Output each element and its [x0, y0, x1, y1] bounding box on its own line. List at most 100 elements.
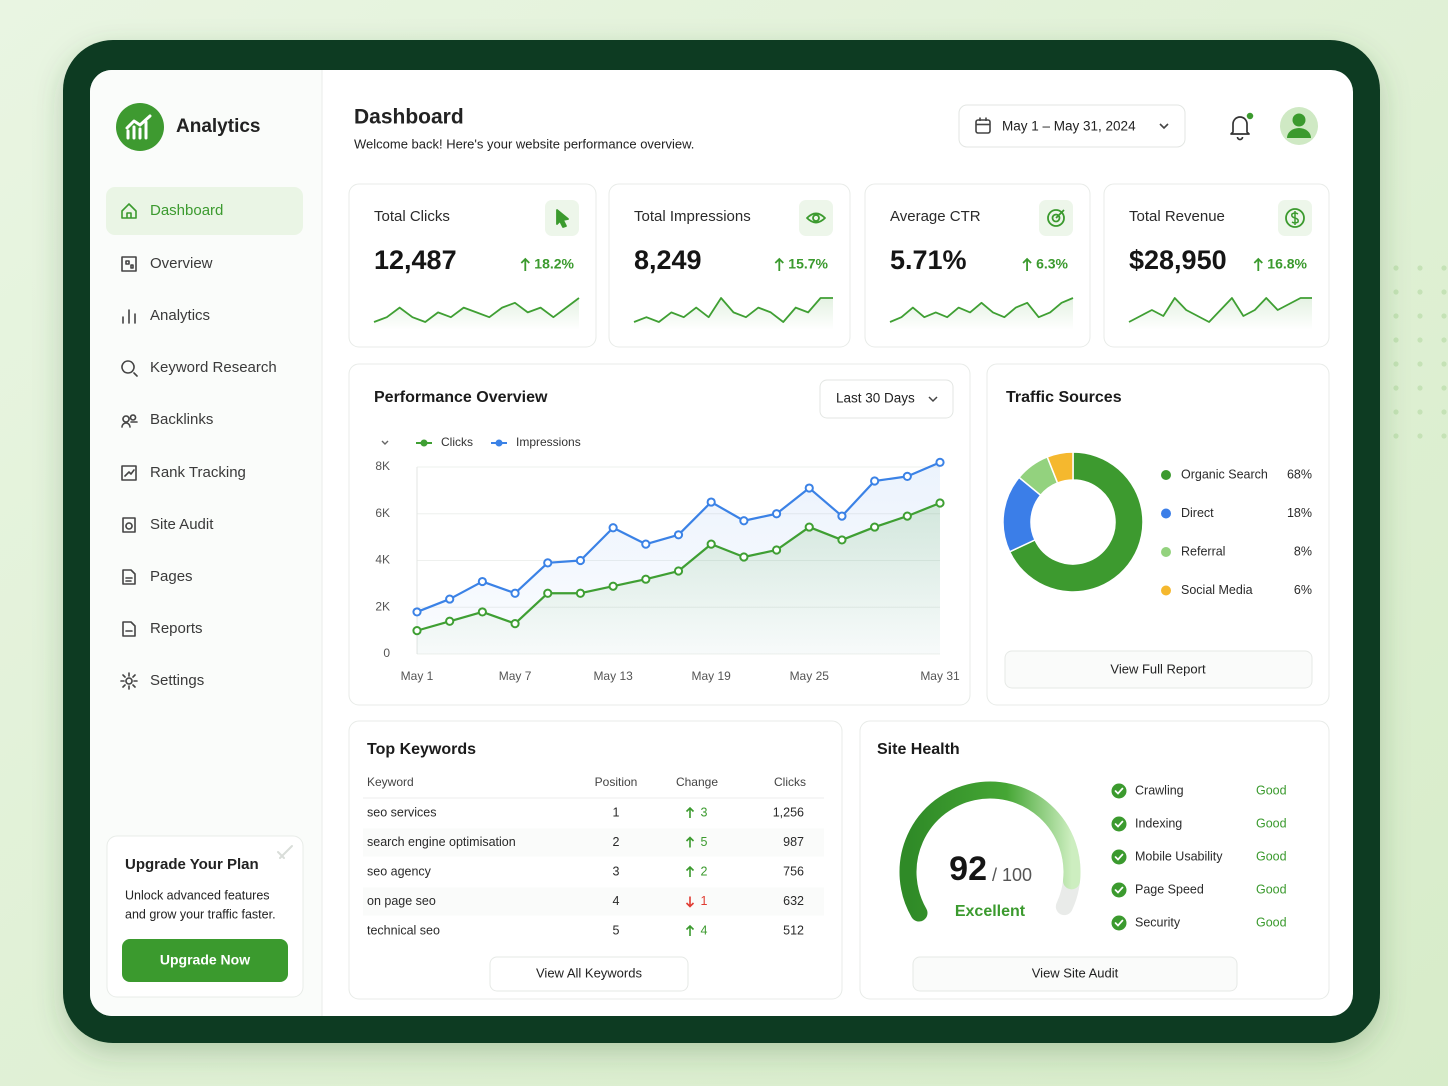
nav-item[interactable]: Site Audit: [150, 516, 214, 533]
column-header: Position: [595, 775, 638, 789]
nav-item[interactable]: Rank Tracking: [150, 464, 246, 481]
performance-chart: 0 2K 4K 6K 8K May 1 May 7 May 13 May 19 May 25 May…: [375, 435, 960, 683]
icon-shape: [812, 214, 820, 222]
legend-value: 8%: [1294, 544, 1312, 558]
kpi-card: [864, 183, 1091, 348]
button-label[interactable]: View Full Report: [1110, 661, 1206, 676]
legend-toggle[interactable]: [381, 440, 389, 445]
check-name: Page Speed: [1135, 882, 1204, 896]
kpi-value: 5.71%: [890, 245, 967, 275]
sparkline: [1128, 297, 1312, 323]
card-title: Traffic Sources: [1006, 389, 1122, 406]
nav-icon: [120, 672, 138, 690]
table-cell: technical seo: [367, 923, 440, 937]
legend-label: Social Media: [1181, 583, 1253, 597]
data-point: [412, 607, 422, 617]
data-point: [510, 619, 520, 629]
view-keywords-button[interactable]: [489, 956, 689, 992]
nav-icon: [121, 256, 137, 272]
check-mark: [1114, 919, 1124, 927]
data-point: [510, 588, 520, 598]
kpi-row: Total Clicks 12,487 18.2% Total Impressions…: [348, 183, 1330, 348]
nav-icon: [121, 414, 138, 428]
table-cell: seo agency: [367, 864, 432, 878]
icon-shape: [122, 621, 136, 637]
legend-value: 6%: [1294, 583, 1312, 597]
check-status: Good: [1256, 783, 1287, 797]
data-point: [575, 588, 586, 598]
data-point: [739, 552, 749, 562]
data-point: [771, 545, 782, 555]
table-cell: 987: [783, 835, 804, 849]
icon-shape: [1291, 211, 1299, 225]
nav-active-bg: [106, 187, 303, 235]
kpi-label: Total Impressions: [634, 208, 751, 225]
nav-item[interactable]: Reports: [150, 620, 203, 637]
up-arrow: [685, 865, 695, 877]
data-point: [477, 576, 487, 587]
upgrade-button-label[interactable]: Upgrade Now: [160, 952, 250, 968]
notification-bell[interactable]: [1230, 116, 1250, 141]
check-mark: [1114, 820, 1124, 828]
traffic-card: [986, 363, 1330, 706]
check-icon: [1111, 783, 1127, 799]
up-arrow: [1253, 257, 1263, 271]
x-tick-label: May 7: [499, 669, 532, 683]
legend-label: Impressions: [516, 435, 581, 449]
table-cell: 4: [701, 923, 708, 937]
icon-shape: [121, 465, 137, 481]
sparkline: [889, 297, 1074, 323]
column-header: Keyword: [367, 775, 414, 789]
table-cell: 2: [701, 864, 708, 878]
nav-icon: [122, 309, 136, 324]
kpi-value: 8,249: [634, 245, 702, 275]
legend-label: Referral: [1181, 544, 1225, 558]
nav-item[interactable]: Dashboard: [150, 202, 223, 219]
legend-dot: [495, 439, 503, 447]
nav-item[interactable]: Overview: [150, 255, 213, 272]
column-header: Clicks: [774, 775, 806, 789]
view-report-button[interactable]: [1004, 650, 1313, 689]
nav-icon: [121, 203, 137, 219]
sparkline: [373, 297, 580, 323]
icon-shape: [556, 209, 569, 228]
card-title: Site Health: [877, 741, 960, 758]
date-range[interactable]: May 1 – May 31, 2024: [1002, 119, 1136, 134]
period-select[interactable]: [819, 379, 954, 419]
button-label[interactable]: View Site Audit: [1032, 965, 1119, 980]
data-point: [477, 607, 487, 617]
table-cell: 1: [701, 894, 708, 908]
nav-item[interactable]: Keyword Research: [150, 359, 277, 376]
period-label[interactable]: Last 30 Days: [836, 391, 915, 406]
data-point: [739, 516, 749, 526]
date-picker[interactable]: [958, 104, 1186, 148]
table-cell: 1: [613, 805, 620, 819]
nav-item[interactable]: Analytics: [150, 307, 210, 324]
nav-item[interactable]: Settings: [150, 672, 204, 689]
chevron: [928, 396, 938, 403]
data-point: [673, 566, 684, 576]
upgrade-button[interactable]: [122, 939, 288, 982]
down-arrow: [685, 896, 695, 908]
legend-dot: [1161, 585, 1171, 596]
icon-shape: [1051, 213, 1061, 223]
data-point: [445, 616, 455, 626]
nav-item[interactable]: Pages: [150, 568, 193, 585]
button-label[interactable]: View All Keywords: [536, 965, 642, 980]
gauge-value: [899, 781, 1081, 922]
up-arrow: [520, 257, 530, 271]
data-point: [837, 535, 847, 545]
kpi-card: [608, 183, 851, 348]
table-cell: 1,256: [773, 805, 804, 819]
health-max: / 100: [992, 865, 1032, 885]
kpi-icon: [556, 209, 569, 228]
data-point: [641, 539, 651, 549]
check-name: Indexing: [1135, 816, 1182, 830]
nav: Dashboard Overview Analytics Keyword Resear…: [106, 187, 303, 690]
kpi-label: Average CTR: [890, 208, 981, 225]
legend-dot: [420, 439, 428, 447]
icon-shape: [121, 360, 138, 377]
nav-item[interactable]: Backlinks: [150, 411, 213, 428]
series-area: [417, 502, 940, 654]
view-audit-button[interactable]: [912, 956, 1238, 992]
